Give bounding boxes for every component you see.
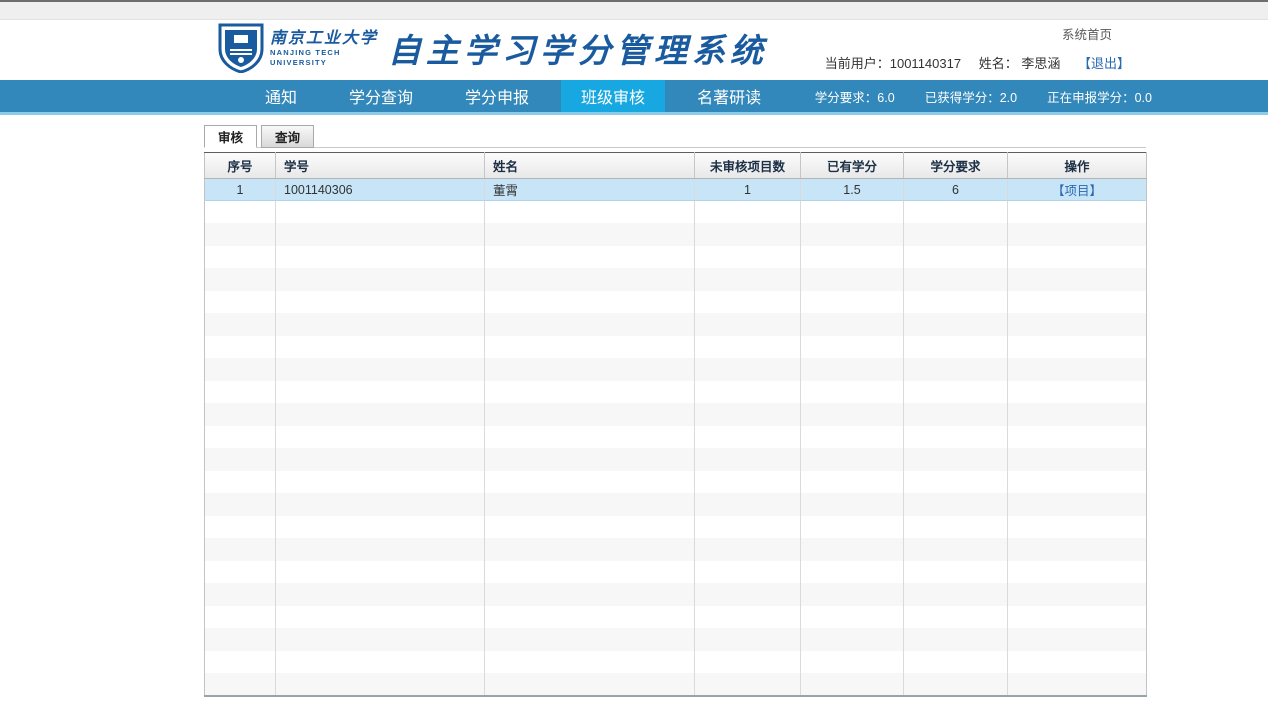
university-name-en2: UNIVERSITY <box>270 58 328 67</box>
university-name: 南京工业大学 NANJING TECH UNIVERSITY <box>270 27 379 67</box>
table-row-empty <box>204 650 1147 673</box>
table-row-empty <box>204 470 1147 493</box>
nav-item-notice[interactable]: 通知 <box>265 90 298 107</box>
table-body: 1 1001140306 董霄 1 1.5 6 【项目】 <box>204 178 1147 696</box>
user-info-bar: 当前用户：1001140317 姓名： 李思涵 【退出】 <box>825 53 1130 72</box>
col-student-id: 学号 <box>275 152 485 179</box>
cell-earned-credits: 1.5 <box>800 178 904 201</box>
table-row-empty <box>204 538 1147 561</box>
cell-required-credits: 6 <box>903 178 1008 201</box>
top-strip <box>0 2 1268 20</box>
table-row-empty <box>204 268 1147 291</box>
col-name: 姓名 <box>484 152 695 179</box>
col-action: 操作 <box>1007 152 1147 179</box>
table-row-empty <box>204 515 1147 538</box>
cell-pending-items: 1 <box>694 178 801 201</box>
cell-name: 董霄 <box>484 178 695 201</box>
logout-link[interactable]: 【退出】 <box>1077 56 1130 71</box>
nav-item-class-review[interactable]: 班级审核 <box>561 80 666 112</box>
current-user-label: 当前用户： <box>824 56 890 71</box>
table-row-empty <box>204 448 1147 471</box>
table-row-empty <box>204 583 1147 606</box>
nav-underline <box>0 112 1268 115</box>
cell-action: 【项目】 <box>1007 178 1147 201</box>
university-name-en1: NANJING TECH <box>270 47 341 57</box>
col-earned-credits: 已有学分 <box>800 152 904 179</box>
table-row-empty <box>204 223 1147 246</box>
col-pending-items: 未审核项目数 <box>694 152 801 179</box>
table-row-empty <box>204 200 1147 223</box>
table-row-empty <box>204 245 1147 268</box>
table-row-empty <box>204 673 1147 696</box>
project-link[interactable]: 【项目】 <box>1051 184 1102 198</box>
current-user-id: 1001140317 <box>889 56 962 71</box>
cell-seq: 1 <box>204 178 276 201</box>
nav-item-masterpiece-reading[interactable]: 名著研读 <box>697 90 762 107</box>
tab-review[interactable]: 审核 <box>204 125 258 148</box>
col-seq: 序号 <box>204 152 276 179</box>
table-row-empty <box>204 605 1147 628</box>
university-name-cn: 南京工业大学 <box>270 27 379 47</box>
table-row-empty <box>204 628 1147 651</box>
university-logo-icon <box>218 23 264 73</box>
table-row-empty <box>204 560 1147 583</box>
nav-item-credit-apply[interactable]: 学分申报 <box>465 90 530 107</box>
review-table: 序号 学号 姓名 未审核项目数 已有学分 学分要求 操作 1 100114030… <box>204 152 1147 697</box>
tab-bar: 审核 查询 <box>204 125 1146 148</box>
table-row-empty <box>204 313 1147 336</box>
user-name-value: 李思涵 <box>1021 56 1061 71</box>
table-row-empty <box>204 380 1147 403</box>
main-content: 审核 查询 序号 学号 姓名 未审核项目数 已有学分 学分要求 操作 1 100… <box>204 125 1147 697</box>
credit-stats: 学分要求：6.0 已获得学分：2.0 正在申报学分：0.0 <box>815 80 1268 112</box>
page-header: 南京工业大学 NANJING TECH UNIVERSITY 自主学习学分管理系… <box>0 20 1268 80</box>
table-row-empty <box>204 358 1147 381</box>
nav-item-credit-query[interactable]: 学分查询 <box>349 90 414 107</box>
table-row-empty <box>204 425 1147 448</box>
cell-student-id: 1001140306 <box>275 178 485 201</box>
table-row-empty <box>204 290 1147 313</box>
stat-required-credits: 学分要求：6.0 <box>814 90 895 105</box>
table-row-empty <box>204 335 1147 358</box>
top-rule <box>0 0 1268 2</box>
table-row-selected[interactable]: 1 1001140306 董霄 1 1.5 6 【项目】 <box>204 178 1147 201</box>
stat-applying-credits: 正在申报学分：0.0 <box>1047 90 1152 105</box>
main-nav: 通知 学分查询 学分申报 班级审核 名著研读 学分要求：6.0 已获得学分：2.… <box>0 80 1268 112</box>
tab-query[interactable]: 查询 <box>261 125 315 148</box>
table-row-empty <box>204 403 1147 426</box>
table-row-empty <box>204 493 1147 516</box>
stat-earned-credits: 已获得学分：2.0 <box>924 90 1018 105</box>
system-home-link[interactable]: 系统首页 <box>1061 28 1112 42</box>
table-header-row: 序号 学号 姓名 未审核项目数 已有学分 学分要求 操作 <box>204 152 1147 179</box>
system-title: 自主学习学分管理系统 <box>388 31 769 70</box>
user-name-label: 姓名： <box>978 56 1018 71</box>
col-required-credits: 学分要求 <box>903 152 1008 179</box>
brand-area: 南京工业大学 NANJING TECH UNIVERSITY 自主学习学分管理系… <box>218 23 768 73</box>
